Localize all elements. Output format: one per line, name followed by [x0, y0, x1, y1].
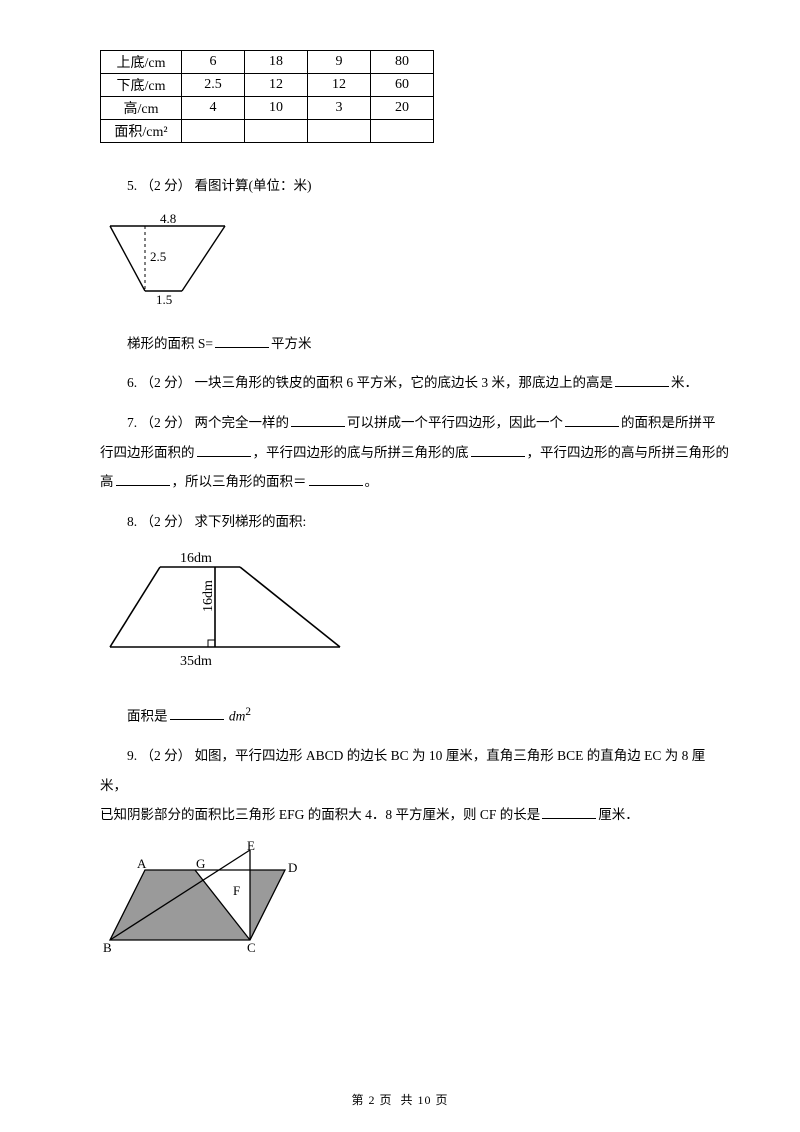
cell: 3	[308, 97, 371, 120]
question-5: 5. （2 分） 看图计算(单位：米)	[100, 171, 730, 201]
text: 已知阴影部分的面积比三角形 EFG 的面积大 4．8 平方厘米，则 CF 的长是	[100, 807, 540, 822]
row-header: 下底/cm	[101, 74, 182, 97]
height-label: 2.5	[150, 249, 166, 264]
footer-text: 第 2 页	[351, 1093, 392, 1107]
parallelogram-icon: A B C D E F G	[100, 840, 310, 960]
table-row: 高/cm 4 10 3 20	[101, 97, 434, 120]
top-label: 4.8	[160, 211, 176, 226]
q9-figure: A B C D E F G	[100, 840, 730, 965]
text: ，所以三角形的面积＝	[172, 474, 307, 489]
cell: 60	[371, 74, 434, 97]
question-9: 9. （2 分） 如图，平行四边形 ABCD 的边长 BC 为 10 厘米，直角…	[100, 741, 730, 800]
question-7-cont2: 高 ，所以三角形的面积＝ 。	[100, 467, 730, 497]
table-row: 上底/cm 6 18 9 80	[101, 51, 434, 74]
question-9-cont: 已知阴影部分的面积比三角形 EFG 的面积大 4．8 平方厘米，则 CF 的长是…	[100, 800, 730, 830]
unit: dm	[229, 708, 246, 723]
text: ，平行四边形的底与所拼三角形的底	[253, 445, 469, 460]
blank	[215, 335, 269, 348]
cell: 12	[308, 74, 371, 97]
text: 7. （2 分） 两个完全一样的	[127, 415, 289, 430]
sup: 2	[245, 706, 251, 718]
blank	[170, 707, 224, 720]
text: 。	[365, 474, 379, 489]
table-row: 下底/cm 2.5 12 12 60	[101, 74, 434, 97]
label-D: D	[288, 860, 297, 875]
label-C: C	[247, 940, 256, 955]
cell: 9	[308, 51, 371, 74]
blank	[309, 473, 363, 486]
cell: 18	[245, 51, 308, 74]
cell: 10	[245, 97, 308, 120]
question-7: 7. （2 分） 两个完全一样的 可以拼成一个平行四边形，因此一个 的面积是所拼平	[100, 408, 730, 438]
q5-answer-line: 梯形的面积 S= 平方米	[100, 329, 730, 359]
footer-text: 共 10 页	[401, 1093, 449, 1107]
cell	[308, 120, 371, 143]
label-A: A	[137, 856, 147, 871]
table-row: 面积/cm²	[101, 120, 434, 143]
cell: 6	[182, 51, 245, 74]
cell: 80	[371, 51, 434, 74]
row-header: 面积/cm²	[101, 120, 182, 143]
height-label: 16dm	[201, 580, 216, 612]
text: 6. （2 分） 一块三角形的铁皮的面积 6 平方米，它的底边长 3 米，那底边…	[127, 375, 613, 390]
blank	[565, 414, 619, 427]
bottom-label: 35dm	[180, 654, 212, 669]
text: ，平行四边形的高与所拼三角形的	[527, 445, 730, 460]
trapezoid-data-table: 上底/cm 6 18 9 80 下底/cm 2.5 12 12 60 高/cm …	[100, 50, 434, 143]
q8-figure: 16dm 16dm 35dm	[100, 547, 730, 682]
top-label: 16dm	[180, 551, 212, 566]
blank	[615, 374, 669, 387]
bottom-label: 1.5	[156, 292, 172, 306]
trapezoid-icon: 4.8 2.5 1.5	[100, 211, 260, 306]
text: 米．	[671, 375, 698, 390]
q8-answer-line: 面积是 dm2	[100, 700, 730, 731]
cell: 2.5	[182, 74, 245, 97]
blank	[542, 806, 596, 819]
label-G: G	[196, 856, 205, 871]
text: 9. （2 分） 如图，平行四边形 ABCD 的边长 BC 为 10 厘米，直角…	[100, 748, 705, 793]
question-6: 6. （2 分） 一块三角形的铁皮的面积 6 平方米，它的底边长 3 米，那底边…	[100, 368, 730, 398]
cell: 4	[182, 97, 245, 120]
row-header: 上底/cm	[101, 51, 182, 74]
text: 厘米．	[598, 807, 639, 822]
question-8: 8. （2 分） 求下列梯形的面积:	[100, 507, 730, 537]
page-footer: 第 2 页 共 10 页	[0, 1091, 800, 1108]
text: 行四边形面积的	[100, 445, 195, 460]
blank	[291, 414, 345, 427]
question-7-cont: 行四边形面积的 ，平行四边形的底与所拼三角形的底 ，平行四边形的高与所拼三角形的	[100, 438, 730, 468]
row-header: 高/cm	[101, 97, 182, 120]
text: 梯形的面积 S=	[127, 336, 213, 351]
cell: 12	[245, 74, 308, 97]
cell	[371, 120, 434, 143]
cell	[182, 120, 245, 143]
text: 面积是	[127, 708, 168, 723]
cell: 20	[371, 97, 434, 120]
cell	[245, 120, 308, 143]
text: 平方米	[271, 336, 312, 351]
text: 的面积是所拼平	[621, 415, 716, 430]
label-F: F	[233, 883, 240, 898]
label-B: B	[103, 940, 112, 955]
text: 高	[100, 474, 114, 489]
text: 可以拼成一个平行四边形，因此一个	[347, 415, 563, 430]
blank	[116, 473, 170, 486]
trapezoid-height-icon: 16dm 16dm 35dm	[100, 547, 350, 677]
label-E: E	[247, 840, 255, 853]
blank	[197, 444, 251, 457]
q5-figure: 4.8 2.5 1.5	[100, 211, 730, 311]
blank	[471, 444, 525, 457]
